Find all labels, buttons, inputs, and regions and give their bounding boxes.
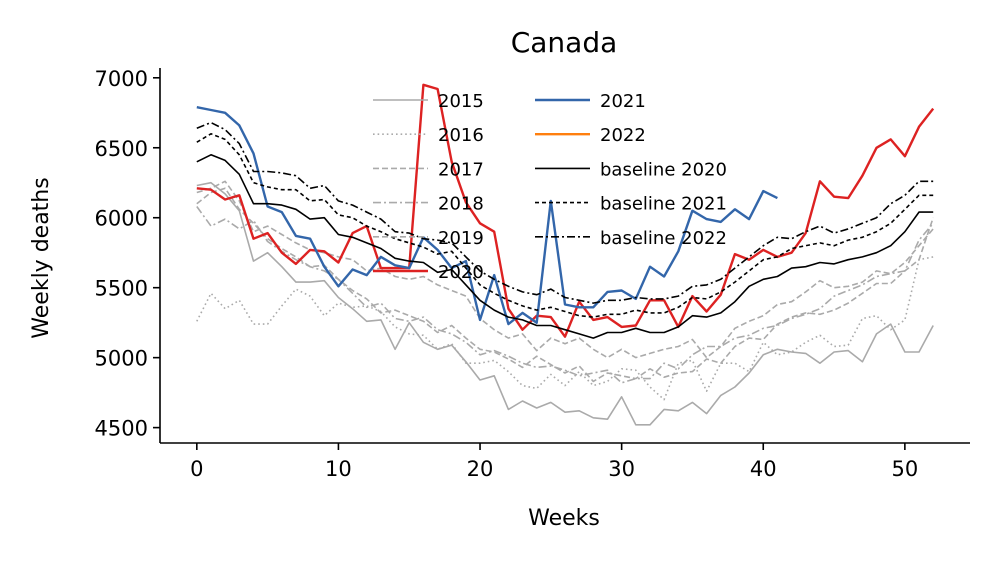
legend-label-0: 2015: [438, 91, 484, 112]
legend-label-9: baseline 2021: [600, 194, 727, 215]
series-line-1: [196, 256, 934, 401]
series-line-3: [196, 206, 934, 384]
y-tick-label: 5000: [95, 347, 148, 371]
x-tick-label: 40: [750, 457, 777, 481]
y-tick-label: 5500: [95, 277, 148, 301]
series-layer: [196, 83, 935, 426]
legend-label-7: 2022: [600, 125, 646, 146]
x-tick-label: 10: [325, 457, 352, 481]
legend-label-3: 2018: [438, 194, 484, 215]
x-axis-label: Weeks: [528, 506, 600, 531]
series-line-10: [196, 121, 934, 304]
y-axis-label: Weekly deaths: [29, 177, 54, 338]
series-line-8: [196, 154, 934, 339]
series-line-9: [196, 133, 934, 318]
y-tick-label: 6500: [95, 137, 148, 161]
x-tick-label: 20: [467, 457, 494, 481]
series-line-0: [196, 181, 934, 426]
legend-label-2: 2017: [438, 159, 484, 180]
x-tick-label: 0: [190, 457, 203, 481]
legend-label-6: 2021: [600, 91, 646, 112]
legend: 2015 2016 2017 2018 2019 2020 2021 2022 baseline…: [373, 91, 727, 283]
x-tick-label: 50: [891, 457, 918, 481]
y-tick-label: 4500: [95, 417, 148, 441]
legend-label-5: 2020: [438, 262, 484, 283]
series-line-6: [196, 106, 778, 326]
series-line-5: [196, 83, 935, 338]
y-tick-label: 6000: [95, 207, 148, 231]
legend-label-4: 2019: [438, 228, 484, 249]
y-tick-label: 7000: [95, 67, 148, 91]
series-line-2: [196, 187, 934, 383]
legend-label-1: 2016: [438, 125, 484, 146]
legend-label-10: baseline 2022: [600, 228, 727, 249]
legend-label-8: baseline 2020: [600, 159, 727, 180]
series-line-4: [196, 180, 934, 359]
axes-layer: 0 10 20 30 40 50 4500 5000 5500 6000 6500 7000: [95, 67, 970, 481]
chart-title: Canada: [511, 26, 618, 59]
x-tick-label: 30: [608, 457, 635, 481]
